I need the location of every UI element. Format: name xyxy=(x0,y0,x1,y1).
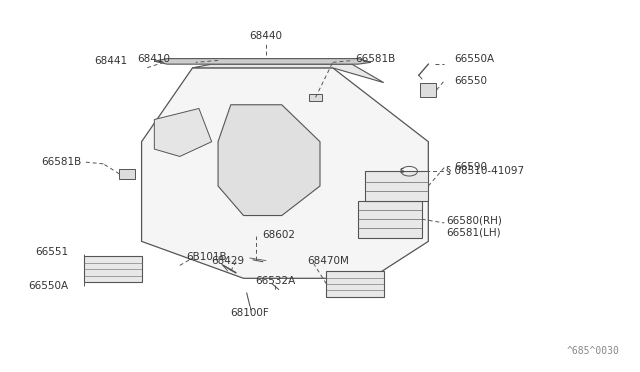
Bar xyxy=(84,256,141,282)
Text: 68100F: 68100F xyxy=(230,308,269,318)
Bar xyxy=(309,94,322,101)
Polygon shape xyxy=(141,68,428,278)
Text: 68441: 68441 xyxy=(94,56,127,66)
Text: 68429: 68429 xyxy=(211,256,244,266)
Bar xyxy=(358,201,422,238)
Polygon shape xyxy=(193,64,384,83)
Bar xyxy=(119,169,135,179)
Text: 66590: 66590 xyxy=(454,162,487,172)
Text: 66551: 66551 xyxy=(35,247,68,257)
Polygon shape xyxy=(154,109,212,157)
Text: 66532A: 66532A xyxy=(255,276,296,286)
Text: 66550: 66550 xyxy=(454,76,487,86)
Text: 68410: 68410 xyxy=(137,54,170,64)
Text: 68602: 68602 xyxy=(262,230,296,240)
Text: 6B101B: 6B101B xyxy=(186,252,227,262)
Bar xyxy=(365,171,428,201)
Polygon shape xyxy=(154,59,371,64)
Polygon shape xyxy=(218,105,320,215)
Bar xyxy=(326,271,384,297)
Text: 66581(LH): 66581(LH) xyxy=(446,228,500,238)
Text: § 08510-41097: § 08510-41097 xyxy=(446,166,524,176)
Text: 66580(RH): 66580(RH) xyxy=(446,215,502,225)
Text: 66581B: 66581B xyxy=(355,54,396,64)
Text: 68440: 68440 xyxy=(250,32,282,41)
Text: 66550A: 66550A xyxy=(28,282,68,291)
Bar xyxy=(420,83,436,97)
Text: 66550A: 66550A xyxy=(454,54,494,64)
Text: S: S xyxy=(399,168,404,174)
Text: 68470M: 68470M xyxy=(307,256,349,266)
Text: ^685^0030: ^685^0030 xyxy=(566,346,620,356)
Text: 66581B: 66581B xyxy=(41,157,81,167)
